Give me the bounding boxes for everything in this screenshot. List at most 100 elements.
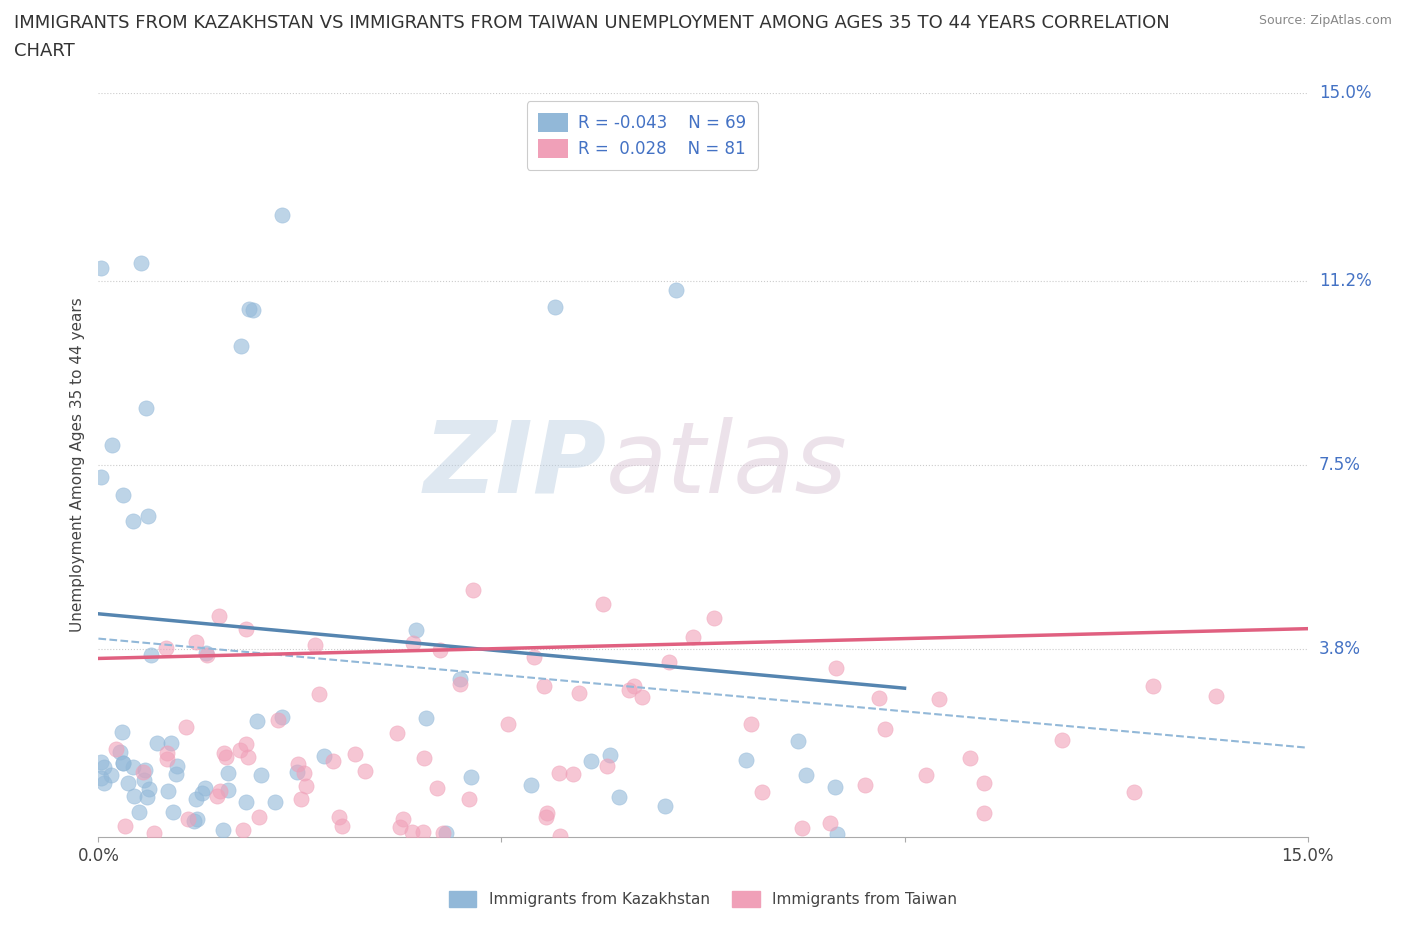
Text: 7.5%: 7.5% — [1319, 456, 1361, 474]
Point — [177, 812, 200, 827]
Point — [136, 509, 159, 524]
Point — [156, 752, 179, 767]
Point — [134, 772, 156, 787]
Point — [568, 685, 591, 700]
Point — [449, 676, 471, 691]
Point — [928, 692, 950, 707]
Point — [385, 725, 408, 740]
Point — [232, 823, 254, 838]
Point — [973, 776, 995, 790]
Legend: R = -0.043    N = 69, R =  0.028    N = 81: R = -0.043 N = 69, R = 0.028 N = 81 — [527, 101, 758, 170]
Point — [461, 583, 484, 598]
Point — [246, 713, 269, 728]
Point — [534, 809, 557, 824]
Point — [623, 678, 645, 693]
Point — [536, 805, 558, 820]
Point — [93, 776, 115, 790]
Point — [135, 790, 157, 804]
Point — [162, 804, 184, 819]
Point — [449, 671, 471, 686]
Legend: Immigrants from Kazakhstan, Immigrants from Taiwan: Immigrants from Kazakhstan, Immigrants f… — [443, 884, 963, 913]
Point — [413, 751, 436, 765]
Point — [90, 771, 112, 786]
Point — [250, 767, 273, 782]
Point — [405, 622, 427, 637]
Point — [818, 816, 841, 830]
Point — [205, 789, 228, 804]
Point — [285, 765, 308, 780]
Text: 15.0%: 15.0% — [1319, 84, 1371, 102]
Point — [134, 763, 156, 777]
Point — [312, 748, 335, 763]
Point — [1050, 732, 1073, 747]
Point — [114, 819, 136, 834]
Point — [90, 470, 112, 485]
Point — [330, 818, 353, 833]
Point — [212, 823, 235, 838]
Point — [287, 757, 309, 772]
Point — [146, 736, 169, 751]
Point — [111, 755, 134, 770]
Point — [523, 650, 546, 665]
Point — [415, 711, 437, 725]
Point — [270, 207, 292, 222]
Point — [868, 691, 890, 706]
Point — [389, 819, 412, 834]
Text: ZIP: ZIP — [423, 417, 606, 513]
Point — [191, 786, 214, 801]
Point — [215, 750, 238, 764]
Point — [271, 710, 294, 724]
Point — [166, 759, 188, 774]
Point — [264, 795, 287, 810]
Point — [959, 751, 981, 765]
Point — [129, 256, 152, 271]
Point — [790, 820, 813, 835]
Point — [561, 766, 583, 781]
Point — [343, 746, 366, 761]
Text: atlas: atlas — [606, 417, 848, 513]
Point — [665, 283, 688, 298]
Point — [142, 826, 165, 841]
Point — [194, 780, 217, 795]
Point — [195, 648, 218, 663]
Point — [212, 746, 235, 761]
Point — [267, 712, 290, 727]
Point — [322, 753, 344, 768]
Point — [290, 791, 312, 806]
Point — [426, 781, 449, 796]
Point — [186, 634, 208, 649]
Point — [354, 764, 377, 779]
Point — [111, 724, 134, 739]
Point — [235, 737, 257, 751]
Point — [238, 750, 260, 764]
Point — [592, 597, 614, 612]
Point — [1123, 785, 1146, 800]
Point — [853, 777, 876, 792]
Point — [156, 783, 179, 798]
Point — [122, 789, 145, 804]
Point — [231, 339, 253, 353]
Point — [875, 722, 897, 737]
Y-axis label: Unemployment Among Ages 35 to 44 years: Unemployment Among Ages 35 to 44 years — [69, 298, 84, 632]
Point — [295, 778, 318, 793]
Point — [787, 734, 810, 749]
Point — [630, 690, 652, 705]
Point — [141, 648, 163, 663]
Point — [328, 809, 350, 824]
Text: CHART: CHART — [14, 42, 75, 60]
Point — [825, 661, 848, 676]
Point — [238, 301, 260, 316]
Point — [128, 804, 150, 819]
Point — [235, 621, 257, 636]
Point — [90, 260, 112, 275]
Point — [617, 683, 640, 698]
Point — [117, 776, 139, 790]
Text: Source: ZipAtlas.com: Source: ZipAtlas.com — [1258, 14, 1392, 27]
Point — [658, 654, 681, 669]
Point — [217, 765, 239, 780]
Point — [160, 736, 183, 751]
Point — [229, 743, 252, 758]
Point — [579, 754, 602, 769]
Point — [132, 764, 155, 779]
Point — [1205, 688, 1227, 703]
